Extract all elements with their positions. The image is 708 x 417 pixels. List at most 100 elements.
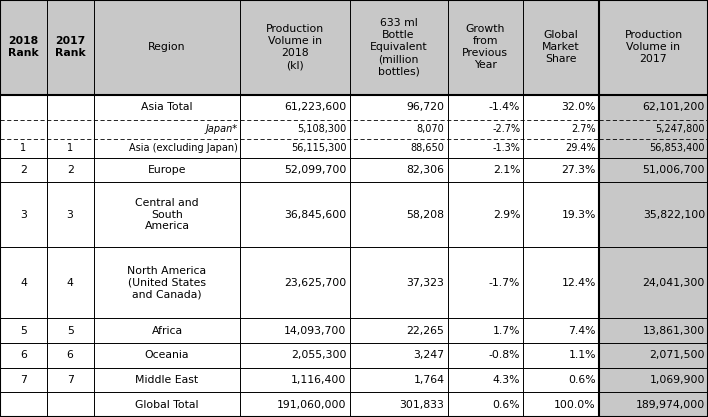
Bar xyxy=(599,95,708,120)
Bar xyxy=(350,343,447,368)
Bar xyxy=(93,182,241,247)
Text: North America
(United States
and Canada): North America (United States and Canada) xyxy=(127,266,207,299)
Text: 62,101,200: 62,101,200 xyxy=(643,102,705,112)
Bar xyxy=(350,392,447,417)
Text: 5: 5 xyxy=(67,326,74,336)
Text: 12.4%: 12.4% xyxy=(561,278,596,288)
Bar xyxy=(523,139,599,158)
Bar xyxy=(47,368,93,392)
Bar xyxy=(47,343,93,368)
Bar xyxy=(47,182,93,247)
Text: 2.1%: 2.1% xyxy=(493,165,520,175)
Text: 32.0%: 32.0% xyxy=(561,102,596,112)
Bar xyxy=(523,182,599,247)
Text: 22,265: 22,265 xyxy=(406,326,445,336)
Text: 301,833: 301,833 xyxy=(399,399,445,409)
Text: 36,845,600: 36,845,600 xyxy=(285,210,346,220)
Bar xyxy=(523,368,599,392)
Bar xyxy=(350,368,447,392)
Bar xyxy=(93,318,241,343)
Bar xyxy=(447,158,523,182)
Bar xyxy=(447,318,523,343)
Text: 100.0%: 100.0% xyxy=(554,399,596,409)
Text: 2: 2 xyxy=(67,165,74,175)
Bar xyxy=(523,0,599,95)
Bar xyxy=(447,247,523,318)
Bar xyxy=(599,139,708,158)
Text: Production
Volume in
2018
(kl): Production Volume in 2018 (kl) xyxy=(266,25,324,70)
Text: 7: 7 xyxy=(20,375,27,385)
Text: 5,108,300: 5,108,300 xyxy=(297,124,346,134)
Text: 29.4%: 29.4% xyxy=(565,143,596,153)
Bar xyxy=(0,120,47,139)
Bar xyxy=(0,0,47,95)
Text: Asia Total: Asia Total xyxy=(141,102,193,112)
Bar xyxy=(93,158,241,182)
Text: 3,247: 3,247 xyxy=(413,350,445,360)
Bar xyxy=(599,368,708,392)
Text: Middle East: Middle East xyxy=(135,375,198,385)
Text: 35,822,100: 35,822,100 xyxy=(643,210,705,220)
Text: 88,650: 88,650 xyxy=(411,143,445,153)
Text: 1.1%: 1.1% xyxy=(569,350,596,360)
Bar xyxy=(350,139,447,158)
Bar xyxy=(350,182,447,247)
Bar xyxy=(0,318,47,343)
Bar xyxy=(599,120,708,139)
Bar xyxy=(0,182,47,247)
Text: 1,069,900: 1,069,900 xyxy=(649,375,705,385)
Text: 96,720: 96,720 xyxy=(406,102,445,112)
Text: 2,071,500: 2,071,500 xyxy=(649,350,705,360)
Bar xyxy=(93,120,241,139)
Text: -1.7%: -1.7% xyxy=(489,278,520,288)
Bar xyxy=(523,95,599,120)
Bar xyxy=(241,318,350,343)
Bar xyxy=(47,95,93,120)
Text: 633 ml
Bottle
Equivalent
(million
bottles): 633 ml Bottle Equivalent (million bottle… xyxy=(370,18,428,76)
Bar xyxy=(241,392,350,417)
Text: 51,006,700: 51,006,700 xyxy=(642,165,705,175)
Bar xyxy=(241,182,350,247)
Bar xyxy=(599,247,708,318)
Text: 14,093,700: 14,093,700 xyxy=(284,326,346,336)
Bar xyxy=(93,0,241,95)
Text: 4.3%: 4.3% xyxy=(493,375,520,385)
Bar xyxy=(447,139,523,158)
Text: 1,116,400: 1,116,400 xyxy=(291,375,346,385)
Bar xyxy=(599,158,708,182)
Text: 4: 4 xyxy=(67,278,74,288)
Text: 1: 1 xyxy=(21,143,26,153)
Bar xyxy=(599,0,708,95)
Text: Africa: Africa xyxy=(152,326,183,336)
Text: -0.8%: -0.8% xyxy=(489,350,520,360)
Bar xyxy=(0,392,47,417)
Bar xyxy=(350,247,447,318)
Bar xyxy=(93,368,241,392)
Bar xyxy=(93,139,241,158)
Bar xyxy=(447,95,523,120)
Bar xyxy=(241,368,350,392)
Bar xyxy=(350,120,447,139)
Bar xyxy=(0,343,47,368)
Bar xyxy=(447,343,523,368)
Text: 23,625,700: 23,625,700 xyxy=(285,278,346,288)
Bar xyxy=(599,392,708,417)
Bar xyxy=(241,343,350,368)
Bar xyxy=(523,120,599,139)
Text: 13,861,300: 13,861,300 xyxy=(643,326,705,336)
Text: 1.7%: 1.7% xyxy=(493,326,520,336)
Text: 8,070: 8,070 xyxy=(417,124,445,134)
Bar xyxy=(523,343,599,368)
Text: 61,223,600: 61,223,600 xyxy=(285,102,346,112)
Bar xyxy=(47,139,93,158)
Bar xyxy=(350,158,447,182)
Text: Oceania: Oceania xyxy=(144,350,189,360)
Text: 27.3%: 27.3% xyxy=(561,165,596,175)
Text: 2018
Rank: 2018 Rank xyxy=(8,37,39,58)
Text: 2017
Rank: 2017 Rank xyxy=(55,37,86,58)
Text: Global
Market
Share: Global Market Share xyxy=(542,30,580,65)
Bar xyxy=(350,0,447,95)
Bar xyxy=(0,368,47,392)
Bar xyxy=(47,0,93,95)
Text: Region: Region xyxy=(148,43,185,53)
